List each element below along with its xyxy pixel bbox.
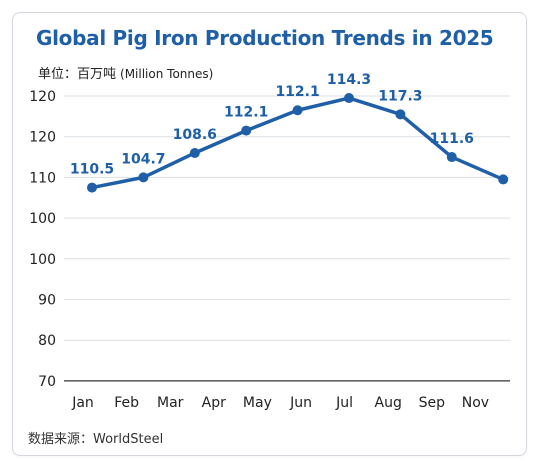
- x-tick-label: Jan: [71, 395, 94, 411]
- data-label: 114.3: [327, 72, 371, 88]
- y-tick-label: 120: [29, 130, 56, 146]
- x-tick-label: Jul: [335, 395, 353, 411]
- data-label: 117.3: [378, 88, 422, 104]
- data-point: [138, 172, 149, 183]
- y-tick-label: 100: [29, 252, 56, 268]
- data-point: [498, 174, 509, 185]
- x-tick-label: Aug: [375, 395, 402, 411]
- x-tick-label: Sep: [419, 395, 446, 411]
- data-label: 110.5: [70, 162, 114, 178]
- data-point: [344, 93, 354, 104]
- data-label: 111.6: [430, 131, 474, 147]
- data-point: [189, 147, 200, 158]
- data-label: 112.1: [224, 105, 268, 121]
- y-tick-label: 80: [38, 333, 56, 349]
- x-tick-label: Nov: [462, 395, 489, 411]
- x-tick-label: Apr: [202, 395, 226, 411]
- chart-card: [12, 12, 527, 456]
- y-tick-label: 90: [38, 293, 56, 309]
- unit-label-cn: 单位：百万吨: [38, 67, 117, 82]
- x-tick-label: Jun: [289, 395, 312, 411]
- data-point: [292, 105, 303, 116]
- y-tick-label: 70: [38, 374, 56, 390]
- y-tick-label: 120: [29, 89, 56, 105]
- data-point: [446, 152, 457, 163]
- data-label: 108.6: [173, 127, 217, 143]
- unit-label: 单位：百万吨 (Million Tonnes): [38, 63, 213, 82]
- x-tick-label: May: [243, 395, 272, 411]
- chart-title: Global Pig Iron Production Trends in 202…: [36, 26, 494, 50]
- x-tick-label: Feb: [114, 395, 139, 411]
- data-source: 数据来源：WorldSteel: [28, 432, 164, 447]
- y-tick-label: 110: [29, 170, 56, 186]
- y-tick-label: 100: [29, 211, 56, 227]
- data-point: [87, 182, 97, 193]
- data-point: [395, 109, 406, 120]
- x-tick-label: Mar: [157, 395, 184, 411]
- data-label: 112.1: [275, 84, 319, 100]
- data-label: 104.7: [121, 151, 165, 167]
- data-point: [241, 125, 252, 136]
- unit-label-en: (Million Tonnes): [120, 67, 214, 81]
